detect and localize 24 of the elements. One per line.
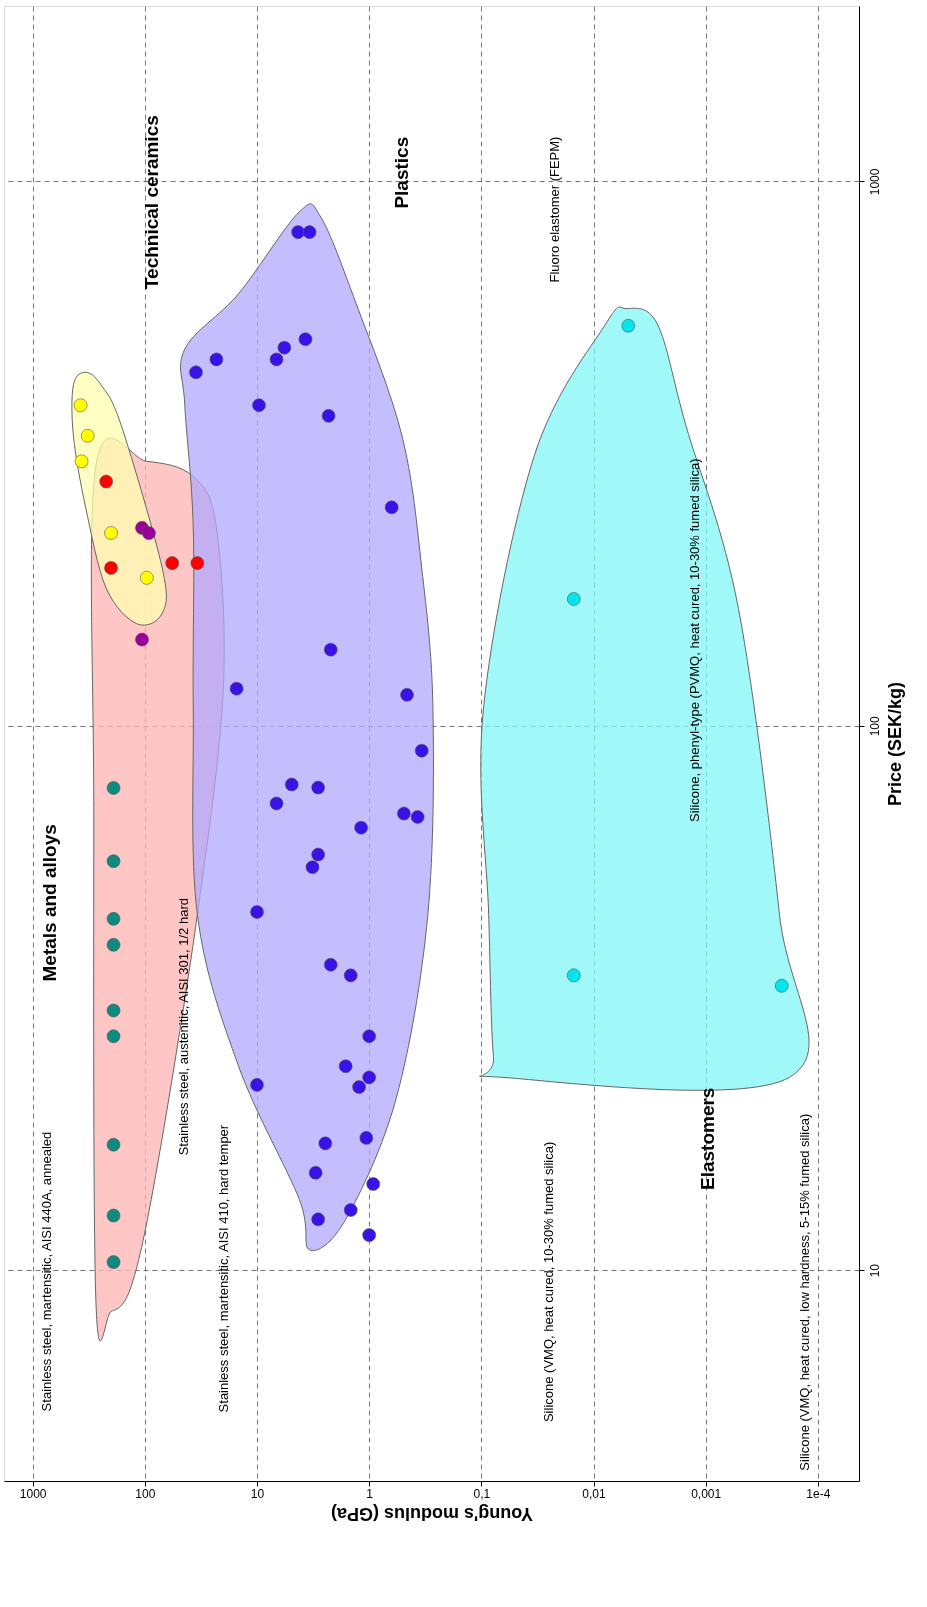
annotation: Plastics <box>390 136 412 209</box>
annotation: Silicone (VMQ, heat cured, 10-30% fumed silica) <box>541 1141 557 1423</box>
annotation: Stainless steel, austenitic, AISI 301, 1/2 hard <box>176 898 192 1156</box>
x-tick-label: 1 <box>366 1486 374 1501</box>
x-tick-label: 0,001 <box>691 1486 722 1501</box>
x-tick-label: 0,1 <box>473 1486 491 1501</box>
annotation: Stainless steel, martensitic, AISI 410, hard temper <box>215 1124 231 1413</box>
annotation: Fluoro elastomer (FEPM) <box>546 136 562 283</box>
x-axis-title: Young's modulus (GPa) <box>331 1503 533 1524</box>
x-tick-label: 10 <box>250 1486 265 1501</box>
annotation: Elastomers <box>696 1087 718 1191</box>
x-tick-label: 1e-4 <box>806 1486 831 1501</box>
x-tick-label: 100 <box>135 1486 156 1501</box>
x-tick-label: 1000 <box>19 1486 47 1501</box>
annotation: Stainless steel, martensitic, AISI 440A, annealed <box>38 1131 54 1412</box>
y-tick-label: 10 <box>867 1263 882 1278</box>
y-tick-label: 1000 <box>867 168 882 196</box>
annotation: Metals and alloys <box>39 824 61 982</box>
x-tick-label: 0,01 <box>582 1486 607 1501</box>
y-axis-title: Price (SEK/kg) <box>884 681 905 807</box>
annotation: Silicone, phenyl-type (PVMQ, heat cured, 10-30% fumed silica) <box>686 458 702 822</box>
annotation: Technical ceramics <box>140 115 162 290</box>
annotation: Silicone (VMQ, heat cured, low hardness, 5-15% fumed silica) <box>797 1113 813 1471</box>
y-tick-label: 100 <box>867 715 882 737</box>
